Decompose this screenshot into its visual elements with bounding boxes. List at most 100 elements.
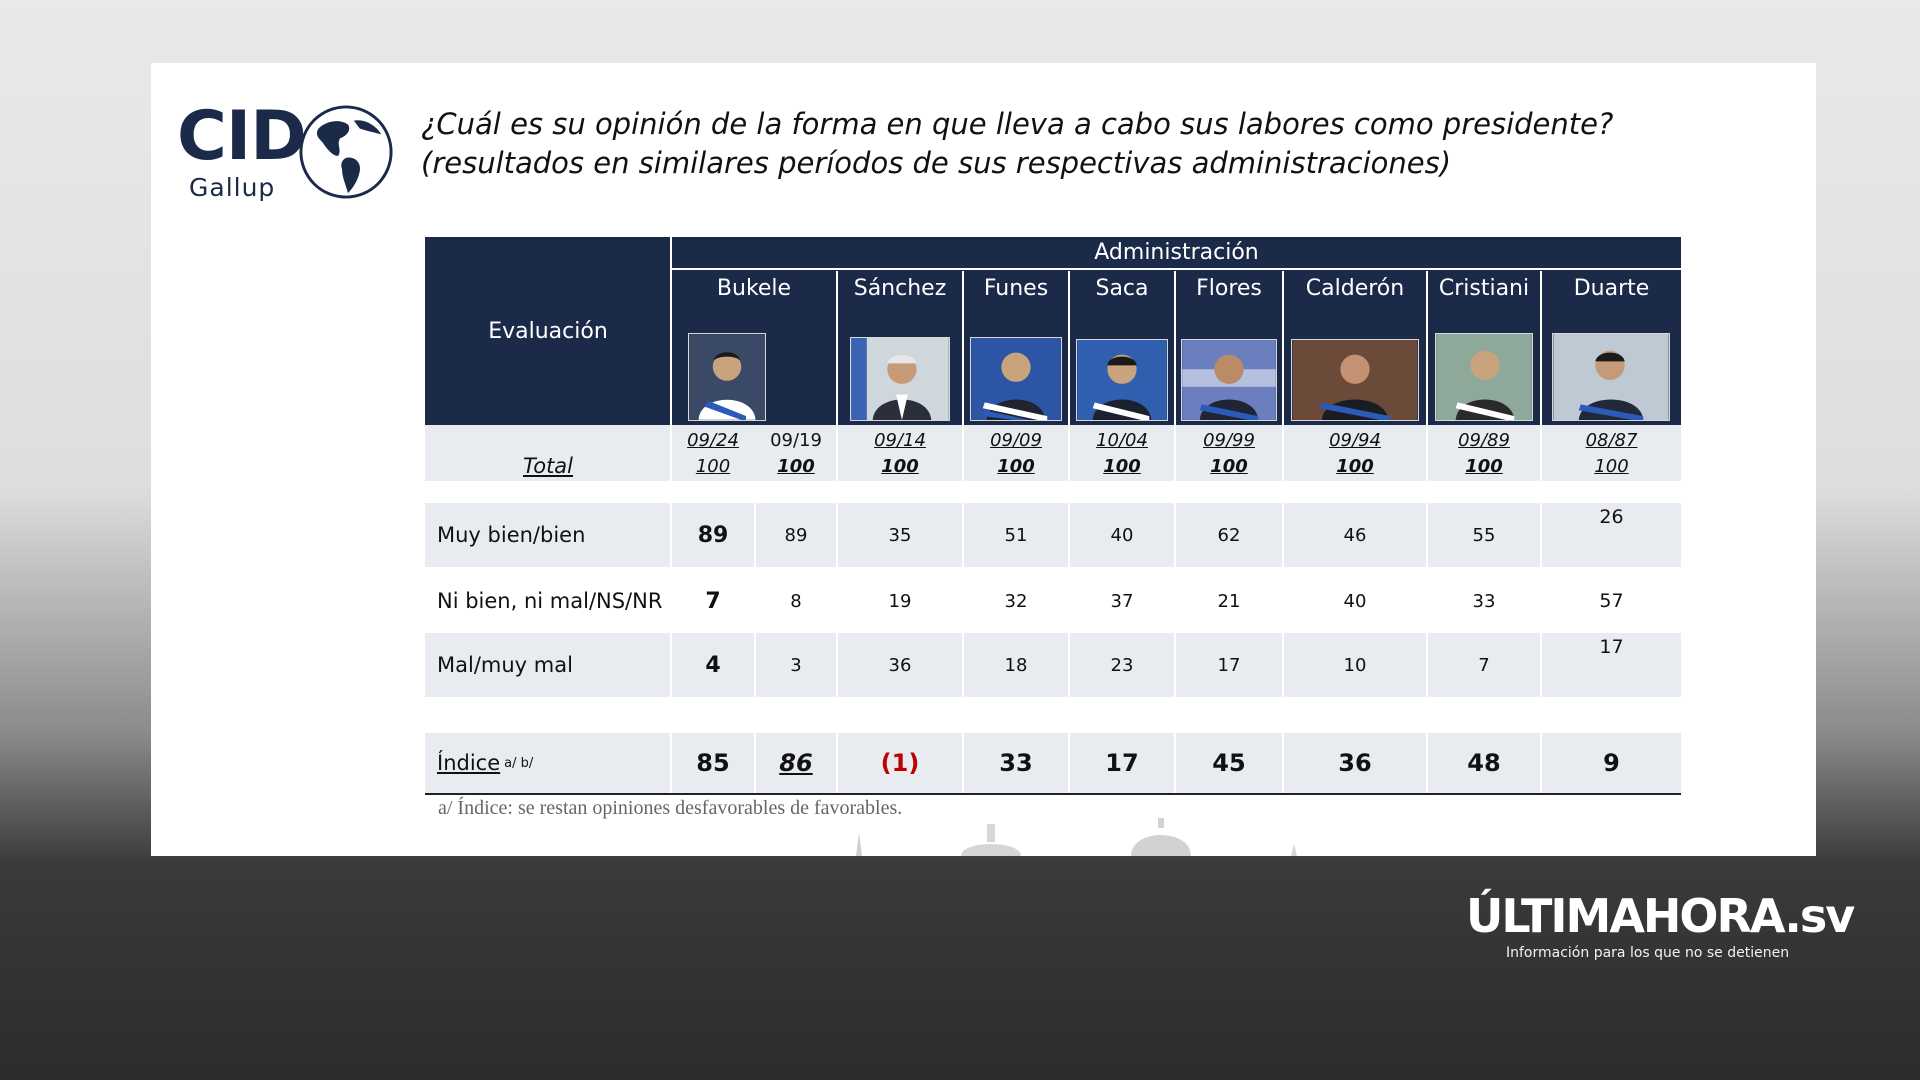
data-cell: 36 xyxy=(888,654,912,676)
data-cell: 37 xyxy=(1110,590,1134,612)
total-cell: 100 xyxy=(1465,455,1503,477)
total-cell: 100 xyxy=(1103,455,1141,477)
data-cell: 19 xyxy=(888,590,912,612)
data-cell: 17 xyxy=(1599,636,1624,658)
president-name-saca: Saca xyxy=(1095,275,1149,301)
date-cell: 09/24 xyxy=(687,429,739,451)
data-cell: 4 xyxy=(705,652,721,678)
column-divider xyxy=(1068,425,1070,795)
data-cell: 32 xyxy=(1004,590,1028,612)
president-photo-sanchez xyxy=(850,337,950,421)
total-cell: 100 xyxy=(1594,455,1629,477)
column-divider xyxy=(1426,425,1428,795)
president-photo-funes xyxy=(970,337,1062,421)
date-cell: 09/14 xyxy=(874,429,926,451)
header-divider xyxy=(1068,271,1070,425)
president-name-flores: Flores xyxy=(1196,275,1262,301)
data-cell: 89 xyxy=(697,522,729,548)
total-cell: 100 xyxy=(1210,455,1248,477)
column-divider xyxy=(670,425,672,795)
index-footnote-marker: a/ b/ xyxy=(504,755,534,771)
column-divider xyxy=(1282,425,1284,795)
president-photo-saca xyxy=(1076,339,1168,421)
globe-icon xyxy=(297,103,395,201)
total-label: Total xyxy=(522,454,574,478)
index-cell: 45 xyxy=(1212,749,1246,777)
date-cell: 09/19 xyxy=(770,429,822,451)
data-cell: 51 xyxy=(1004,524,1028,546)
data-cell: 46 xyxy=(1343,524,1367,546)
header-divider xyxy=(1426,271,1428,425)
president-photo-cristiani xyxy=(1435,333,1533,421)
logo-sub-text: Gallup xyxy=(189,173,276,202)
data-cell: 89 xyxy=(784,524,808,546)
president-name-funes: Funes xyxy=(983,275,1049,301)
header-divider xyxy=(1282,271,1284,425)
index-cell: 36 xyxy=(1338,749,1372,777)
index-label-text: Índice xyxy=(437,751,501,775)
row-label-neutral: Ni bien, ni mal/NS/NR xyxy=(437,589,663,613)
logo-main-text: CID xyxy=(177,97,307,176)
date-band xyxy=(425,425,1681,481)
president-photo-calderon xyxy=(1291,339,1419,421)
slide-card: CID Gallup ¿Cuál es su opinión de la for… xyxy=(151,63,1816,856)
index-cell: 85 xyxy=(696,749,730,777)
date-cell: 09/94 xyxy=(1329,429,1381,451)
header-divider xyxy=(1540,271,1542,425)
row-band xyxy=(425,733,1681,793)
total-cell: 100 xyxy=(997,455,1035,477)
column-divider xyxy=(754,503,756,795)
index-cell: 86 xyxy=(779,749,813,777)
index-cell: 9 xyxy=(1603,749,1620,777)
column-divider xyxy=(1174,425,1176,795)
cid-gallup-logo: CID Gallup xyxy=(177,103,397,213)
data-cell: 23 xyxy=(1110,654,1134,676)
data-cell: 33 xyxy=(1472,590,1496,612)
brand-name: ÚLTIMAHORA.sv xyxy=(1466,889,1855,943)
data-cell: 10 xyxy=(1343,654,1367,676)
brand-tagline: Información para los que no se detienen xyxy=(1506,945,1790,961)
total-cell: 100 xyxy=(881,455,919,477)
data-cell: 7 xyxy=(705,588,721,614)
total-cell: 100 xyxy=(777,455,815,477)
president-name-calderon: Calderón xyxy=(1305,275,1405,301)
total-cell: 100 xyxy=(1336,455,1374,477)
data-cell: 40 xyxy=(1110,524,1134,546)
skyline-watermark xyxy=(856,818,1297,856)
question-line-2: (resultados en similares períodos de sus… xyxy=(421,146,1452,180)
date-cell: 09/09 xyxy=(990,429,1042,451)
header-divider xyxy=(1174,271,1176,425)
data-cell: 55 xyxy=(1472,524,1496,546)
date-cell: 09/99 xyxy=(1203,429,1255,451)
data-cell: 17 xyxy=(1217,654,1241,676)
column-divider xyxy=(962,425,964,795)
header-divider xyxy=(962,271,964,425)
row-band xyxy=(425,503,1681,567)
data-cell: 21 xyxy=(1217,590,1241,612)
data-cell: 18 xyxy=(1004,654,1028,676)
row-band xyxy=(425,633,1681,697)
data-cell: 40 xyxy=(1343,590,1367,612)
data-cell: 57 xyxy=(1599,590,1624,612)
question-line-1: ¿Cuál es su opinión de la forma en que l… xyxy=(421,107,1614,141)
column-divider xyxy=(1540,425,1542,795)
date-cell: 09/89 xyxy=(1458,429,1510,451)
president-name-bukele: Bukele xyxy=(716,275,792,301)
header-divider xyxy=(670,237,672,425)
data-cell: 26 xyxy=(1599,506,1624,528)
president-photo-flores xyxy=(1181,339,1277,421)
data-cell: 62 xyxy=(1217,524,1241,546)
total-cell: 100 xyxy=(695,455,731,477)
column-divider xyxy=(836,425,838,795)
date-cell: 10/04 xyxy=(1096,429,1148,451)
data-cell: 7 xyxy=(1478,654,1490,676)
index-cell: 48 xyxy=(1467,749,1501,777)
table-bottom-rule xyxy=(425,793,1681,795)
ultimahora-brand: ÚLTIMAHORA.sv Información para los que n… xyxy=(1466,889,1855,973)
president-name-sanchez: Sánchez xyxy=(853,275,947,301)
president-name-duarte: Duarte xyxy=(1573,275,1650,301)
president-photo-bukele xyxy=(688,333,766,421)
row-label-unfavorable: Mal/muy mal xyxy=(437,653,573,677)
row-label-favorable: Muy bien/bien xyxy=(437,523,586,547)
footnote: a/ Índice: se restan opiniones desfavora… xyxy=(438,797,903,819)
